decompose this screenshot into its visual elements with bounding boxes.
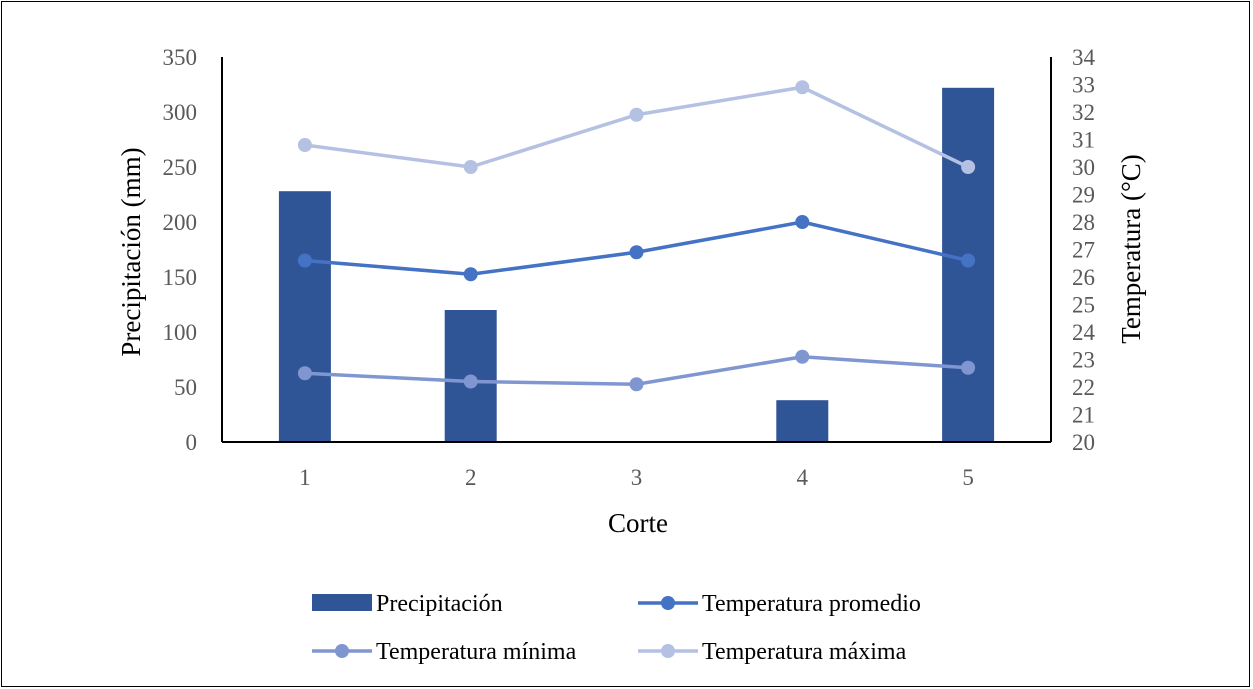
point-temperatura-promedio-4 bbox=[795, 215, 810, 229]
y2-tick-label: 34 bbox=[1072, 45, 1096, 70]
legend-label-temperatura-promedio: Temperatura promedio bbox=[702, 591, 921, 617]
y2-tick-label: 20 bbox=[1072, 430, 1095, 455]
line-temperatura-maxima bbox=[304, 85, 969, 169]
y2-tick-label: 25 bbox=[1072, 293, 1095, 318]
x-tick-label: 4 bbox=[797, 465, 809, 490]
legend-swatch-precipitacion bbox=[312, 594, 372, 611]
point-temperatura-minima-1 bbox=[297, 366, 312, 381]
x-axis-title: Corte bbox=[608, 508, 668, 538]
point-temperatura-promedio-3 bbox=[629, 245, 644, 260]
axes-group bbox=[221, 57, 1052, 443]
y2-tick-label: 26 bbox=[1072, 265, 1095, 290]
y2-tick-label: 22 bbox=[1072, 375, 1095, 400]
y-tick-label: 50 bbox=[174, 375, 197, 400]
point-temperatura-minima-3 bbox=[629, 377, 644, 392]
y-tick-label: 250 bbox=[163, 155, 198, 180]
legend-marker-temperatura-minima bbox=[335, 644, 349, 658]
legend: Precipitación Temperatura promedio Tempera… bbox=[312, 591, 921, 665]
y2-tick-label: 30 bbox=[1072, 155, 1095, 180]
point-temperatura-maxima-3 bbox=[629, 107, 644, 122]
legend-marker-temperatura-promedio bbox=[661, 596, 675, 610]
bar-precipitaci-n-1 bbox=[278, 191, 331, 442]
ticks-group: 0501001502002503003502021222324252627282… bbox=[163, 45, 1096, 490]
bar-precipitaci-n-4 bbox=[776, 400, 829, 442]
y2-tick-label: 28 bbox=[1072, 210, 1095, 235]
point-temperatura-minima-4 bbox=[795, 349, 810, 364]
y2-tick-label: 24 bbox=[1072, 320, 1096, 345]
y2-tick-label: 21 bbox=[1072, 403, 1095, 428]
point-temperatura-minima-5 bbox=[961, 360, 976, 375]
x-tick-label: 5 bbox=[962, 465, 974, 490]
y-tick-label: 350 bbox=[163, 45, 198, 70]
point-temperatura-promedio-2 bbox=[463, 267, 478, 282]
legend-label-temperatura-minima: Temperatura mínima bbox=[376, 639, 577, 665]
legend-marker-temperatura-maxima bbox=[661, 644, 675, 658]
y-tick-label: 150 bbox=[163, 265, 198, 290]
y-axis-title: Precipitación (mm) bbox=[116, 147, 146, 356]
y2-tick-label: 23 bbox=[1072, 348, 1095, 373]
y-tick-label: 200 bbox=[163, 210, 198, 235]
point-temperatura-promedio-5 bbox=[961, 253, 976, 268]
point-temperatura-promedio-1 bbox=[297, 253, 312, 268]
y2-tick-label: 27 bbox=[1072, 238, 1095, 263]
point-temperatura-maxima-1 bbox=[297, 138, 312, 152]
point-temperatura-minima-2 bbox=[463, 374, 478, 389]
x-tick-label: 3 bbox=[631, 465, 643, 490]
y2-tick-label: 31 bbox=[1072, 128, 1095, 153]
point-temperatura-maxima-2 bbox=[463, 160, 478, 174]
y2-tick-label: 32 bbox=[1072, 100, 1095, 125]
legend-label-precipitacion: Precipitación bbox=[376, 591, 503, 617]
y-tick-label: 100 bbox=[163, 320, 198, 345]
legend-label-temperatura-maxima: Temperatura máxima bbox=[702, 639, 907, 665]
x-tick-label: 2 bbox=[465, 465, 477, 490]
y-tick-label: 0 bbox=[186, 430, 198, 455]
y2-tick-label: 29 bbox=[1072, 183, 1095, 208]
x-tick-label: 1 bbox=[299, 465, 311, 490]
point-temperatura-maxima-5 bbox=[961, 160, 976, 174]
lines-group bbox=[297, 80, 976, 392]
y-tick-label: 300 bbox=[163, 100, 198, 125]
y2-tick-label: 33 bbox=[1072, 73, 1095, 98]
point-temperatura-maxima-4 bbox=[795, 80, 810, 95]
y2-axis-title: Temperatura (°C) bbox=[1116, 154, 1146, 344]
